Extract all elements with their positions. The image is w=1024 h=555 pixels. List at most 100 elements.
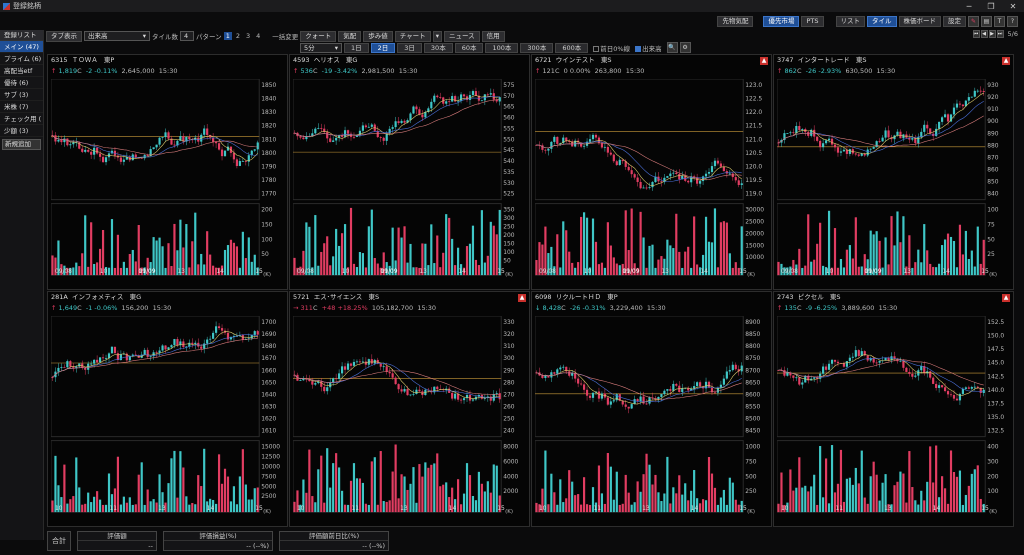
sidebar-item[interactable]: 米株 (7) <box>0 101 43 113</box>
intraday-chart[interactable]: 330 320 310 300 290 280 270 260 250 240 8000 6000 40… <box>293 316 527 524</box>
sidebar-item[interactable]: 優待 (6) <box>0 77 43 89</box>
volume-bar <box>143 267 146 276</box>
first-page-icon[interactable]: ⏮ <box>972 30 980 38</box>
intraday-chart[interactable]: 123.0 122.5 122.0 121.5 121.0 120.5 120.0 119.5… <box>535 79 769 287</box>
intraday-chart[interactable]: 575 570 565 560 555 550 545 540 535 530 525 350 300 2… <box>293 79 527 287</box>
tile-count-select[interactable]: 4 <box>180 31 194 41</box>
range-button[interactable]: 30本 <box>423 42 453 53</box>
prev-page-icon[interactable]: ◀ <box>980 30 988 38</box>
volume-bar <box>872 234 875 276</box>
alert-icon[interactable]: ▲ <box>1002 294 1010 302</box>
priority-market-button[interactable]: 優先市場 <box>763 15 800 27</box>
candle <box>107 353 111 359</box>
range-button[interactable]: 300本 <box>520 42 554 53</box>
intraday-chart[interactable]: 1850 1840 1830 1820 1810 1800 1790 1780 1770 200 1… <box>51 79 285 287</box>
range-button[interactable]: 600本 <box>555 42 589 53</box>
board-button[interactable]: 気配 <box>338 30 362 42</box>
pattern-4[interactable]: 4 <box>256 32 261 40</box>
pattern-3[interactable]: 3 <box>245 32 251 40</box>
intraday-chart[interactable]: 8900 8850 8800 8750 8700 8650 8600 8550 8500 8450… <box>535 316 769 524</box>
book-icon[interactable]: ▤ <box>981 15 992 27</box>
range-button[interactable]: 3日 <box>397 42 422 53</box>
quote-button[interactable]: クォート <box>300 30 337 42</box>
stock-tile[interactable]: 5721 エス･サイエンス 東S ▲ → 311C +48 +18.25% 105,… <box>289 291 530 527</box>
stock-board-button[interactable]: 株価ボード <box>898 15 941 27</box>
zoom-icon[interactable]: 🔍 <box>666 42 678 53</box>
close-icon[interactable]: ✕ <box>1009 1 1017 11</box>
volume-bar <box>786 502 789 513</box>
volume-bar <box>317 265 320 276</box>
intraday-chart[interactable]: 152.5 150.0 147.5 145.0 142.5 140.0 137.5 135.0… <box>777 316 1011 524</box>
next-page-icon[interactable]: ▶ <box>988 30 996 38</box>
quote-time: 15:30 <box>158 67 178 75</box>
volume-checkbox[interactable]: 出来高 <box>635 43 662 53</box>
sidebar-item[interactable]: 高配当etf <box>0 65 43 77</box>
news-button[interactable]: ニュース <box>443 30 480 42</box>
chart-button[interactable]: チャート <box>394 30 431 42</box>
volume-bar <box>940 245 944 276</box>
candle <box>600 143 604 148</box>
sidebar-item[interactable]: チェック用 ( <box>0 113 43 125</box>
candle <box>60 367 63 368</box>
stock-tile[interactable]: 6315 ＴＯＷＡ 東P ↑ 1,819C -2 -0.11% 2,645,000… <box>47 54 288 290</box>
list-view-button[interactable]: リスト <box>835 15 865 27</box>
moving-average-line <box>536 372 742 403</box>
sidebar-item[interactable]: 少額 (3) <box>0 125 43 137</box>
margin-button[interactable]: 信用 <box>481 30 505 42</box>
pattern-2[interactable]: 2 <box>235 32 240 40</box>
volume-bar <box>421 243 424 276</box>
range-button[interactable]: 1日 <box>344 42 369 53</box>
range-button[interactable]: 100本 <box>485 42 519 53</box>
candle <box>323 386 326 392</box>
volume-bar <box>486 255 489 276</box>
volume-bar <box>409 483 412 513</box>
tab-display-button[interactable]: タブ表示 <box>46 30 82 42</box>
tick-button[interactable]: 歩み値 <box>363 30 393 42</box>
candle <box>630 404 633 409</box>
sidebar-item[interactable]: プライム (6) <box>0 53 43 65</box>
intraday-chart[interactable]: 1700 1690 1680 1670 1660 1650 1640 1630 1620 1610… <box>51 316 285 524</box>
range-button[interactable]: 60本 <box>454 42 484 53</box>
volume-bar <box>471 225 475 276</box>
candle <box>489 396 492 401</box>
last-page-icon[interactable]: ⏭ <box>996 30 1004 38</box>
candle <box>84 149 87 152</box>
gear-icon[interactable]: ⚙ <box>679 42 691 53</box>
price-tick-label: 1790 <box>261 163 276 170</box>
add-list-button[interactable]: 新規追加 <box>2 139 41 150</box>
intraday-chart[interactable]: 930 920 910 900 890 880 870 860 850 840 100 75 50 25 (… <box>777 79 1011 287</box>
range-button[interactable]: 2日 <box>370 42 396 53</box>
candle <box>232 152 236 160</box>
stock-tile[interactable]: 2743 ピクセル 東S ▲ ↑ 135C -9 -6.25% 3,889,600 … <box>773 291 1014 527</box>
alert-icon[interactable]: ▲ <box>760 57 768 65</box>
text-size-icon[interactable]: T <box>994 15 1005 27</box>
futures-quote-button[interactable]: 先物気配 <box>717 15 754 27</box>
sort-select[interactable]: 出来高 ▾ <box>84 31 150 41</box>
minimize-icon[interactable]: ─ <box>966 1 972 11</box>
volume-tick-label: 2500 <box>261 493 276 500</box>
chart-dropdown-icon[interactable]: ▾ <box>432 30 442 42</box>
stock-tile[interactable]: 3747 インタートレード 東S ▲ ↑ 862C -26 -2.93% 630,5… <box>773 54 1014 290</box>
candle <box>424 111 427 118</box>
sidebar-item[interactable]: サブ (3) <box>0 89 43 101</box>
alert-icon[interactable]: ▲ <box>1002 57 1010 65</box>
stock-tile[interactable]: 4593 ヘリオス 東G ↑ 536C -19 -3.42% 2,981,500 … <box>289 54 530 290</box>
prevday-line-checkbox[interactable]: 前日0%線 <box>593 43 630 53</box>
maximize-icon[interactable]: ❐ <box>987 1 995 11</box>
sidebar-item[interactable]: メイン (47) <box>0 41 43 53</box>
stock-tile[interactable]: 281A インフォメティス 東G ↑ 1,649C -1 -0.06% 156,2… <box>47 291 288 527</box>
interval-select[interactable]: 5分 ▾ <box>300 42 342 53</box>
volume-bar <box>642 237 645 276</box>
pattern-1[interactable]: 1 <box>223 32 232 40</box>
volume-bar <box>433 263 436 276</box>
last-price: 1,649 <box>58 304 78 312</box>
alert-icon[interactable]: ▲ <box>518 294 526 302</box>
stock-tile[interactable]: 6098 リクルートＨＤ 東P ↓ 8,428C -26 -0.31% 3,229… <box>531 291 772 527</box>
help-icon[interactable]: ? <box>1007 15 1018 27</box>
settings-button[interactable]: 設定 <box>943 15 966 27</box>
stock-tile[interactable]: 6721 ウインテスト 東S ▲ ↑ 121C 0 0.00% 263,800 15… <box>531 54 772 290</box>
volume-bar <box>235 246 239 276</box>
pen-icon[interactable]: ✎ <box>968 15 979 27</box>
tile-view-button[interactable]: タイル <box>867 15 897 27</box>
pts-button[interactable]: PTS <box>801 15 824 27</box>
